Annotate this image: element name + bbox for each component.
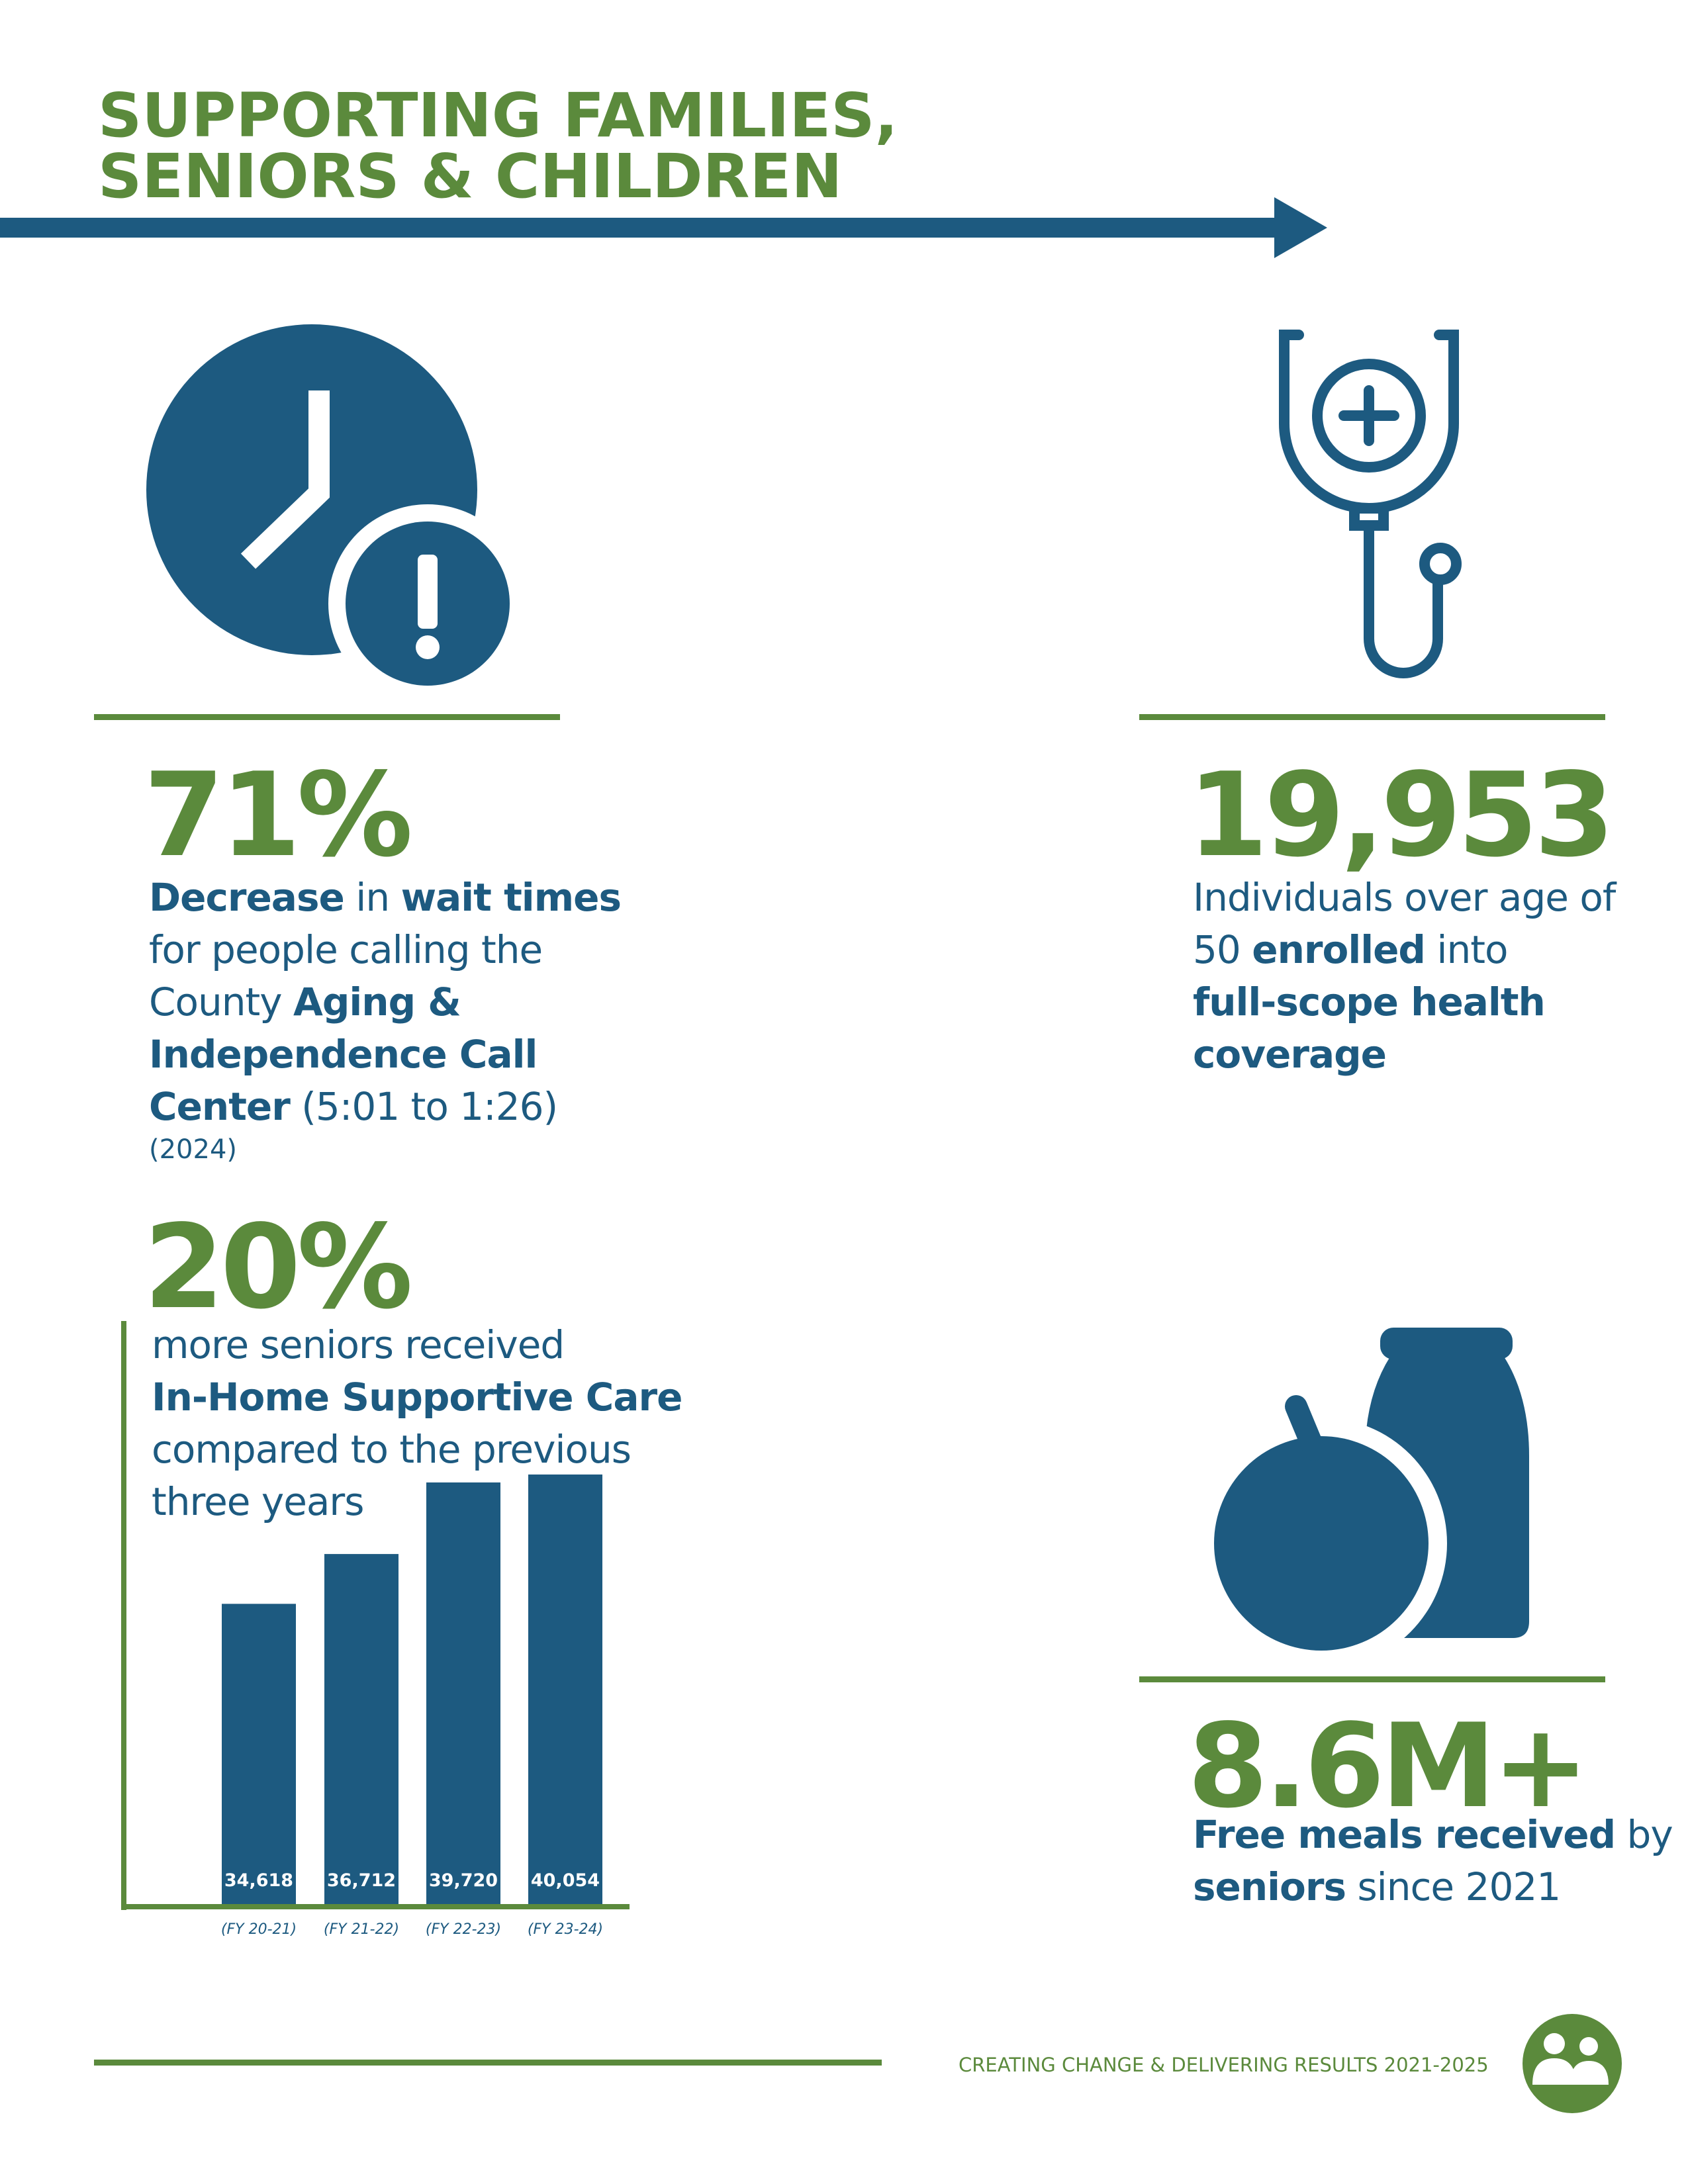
stat-line: full-scope health: [1193, 979, 1545, 1024]
stat-value: 71%: [144, 749, 410, 883]
text-segment: enrolled: [1252, 927, 1425, 972]
text-segment: Free meals received: [1193, 1812, 1615, 1857]
text-segment: three years: [152, 1479, 364, 1524]
bar-value-label: 39,720: [429, 1870, 498, 1891]
stat-line: Free meals received by: [1193, 1812, 1673, 1857]
footer-icon: [1523, 2014, 1622, 2113]
stat-line: Center (5:01 to 1:26): [149, 1084, 557, 1129]
x-tick-label: (FY 20-21): [221, 1921, 297, 1938]
text-segment: full-scope health: [1193, 979, 1545, 1024]
stethoscope-icon: [1279, 330, 1462, 678]
stat-line: County Aging &: [149, 979, 461, 1024]
text-segment: for people calling the: [149, 927, 542, 972]
text-segment: coverage: [1193, 1032, 1386, 1077]
bar: [222, 1604, 296, 1904]
stat-value: 19,953: [1188, 749, 1611, 883]
stat-line: In-Home Supportive Care: [152, 1375, 682, 1420]
text-segment: Aging &: [293, 979, 461, 1024]
text-segment: Individuals over age of: [1193, 875, 1617, 920]
stat-line: Independence Call: [149, 1032, 537, 1077]
text-segment: County: [149, 979, 293, 1024]
title-line: SUPPORTING FAMILIES,: [98, 80, 898, 151]
text-segment: 50: [1193, 927, 1252, 972]
stat-line: three years: [152, 1479, 364, 1524]
stat-value: 8.6M+: [1188, 1700, 1585, 1834]
clock-icon: [146, 324, 527, 703]
text-segment: Independence Call: [149, 1032, 537, 1077]
text-segment: In-Home Supportive Care: [152, 1375, 682, 1420]
bar-value-label: 34,618: [224, 1870, 293, 1891]
stat-line: Decrease in wait times: [149, 875, 621, 920]
footer-text: CREATING CHANGE & DELIVERING RESULTS 202…: [959, 2054, 1489, 2076]
stat-note: (2024): [149, 1134, 237, 1165]
dividers: [94, 714, 1605, 2066]
arrow: [0, 197, 1327, 258]
bar-value-label: 40,054: [531, 1870, 600, 1891]
text-segment: since 2021: [1346, 1864, 1560, 1909]
text-segment: Decrease: [149, 875, 344, 920]
bar: [528, 1474, 602, 1904]
text-segment: into: [1425, 927, 1508, 972]
text-segment: seniors: [1193, 1864, 1346, 1909]
text-segment: more seniors received: [152, 1322, 564, 1367]
text-segment: (5:01 to 1:26): [290, 1084, 557, 1129]
title-line: SENIORS & CHILDREN: [98, 141, 842, 212]
bar: [324, 1554, 399, 1904]
text-segment: Center: [149, 1084, 291, 1129]
x-tick-label: (FY 22-23): [426, 1921, 501, 1938]
text-segment: compared to the previous: [152, 1427, 631, 1472]
stat-line: for people calling the: [149, 927, 542, 972]
stat-line: compared to the previous: [152, 1427, 631, 1472]
stat-line: Individuals over age of: [1193, 875, 1617, 920]
stat-line: more seniors received: [152, 1322, 564, 1367]
food-icon: [1196, 1328, 1529, 1669]
stat-line: 50 enrolled into: [1193, 927, 1508, 972]
bar-value-label: 36,712: [327, 1870, 396, 1891]
stat-line: coverage: [1193, 1032, 1386, 1077]
x-tick-label: (FY 23-24): [528, 1921, 603, 1938]
text-segment: by: [1615, 1812, 1673, 1857]
text-segment: in: [344, 875, 401, 920]
text-segment: wait times: [401, 875, 621, 920]
stat-value: 20%: [144, 1201, 410, 1335]
bar: [426, 1482, 500, 1904]
stat-line: seniors since 2021: [1193, 1864, 1560, 1909]
x-tick-label: (FY 21-22): [324, 1921, 399, 1938]
